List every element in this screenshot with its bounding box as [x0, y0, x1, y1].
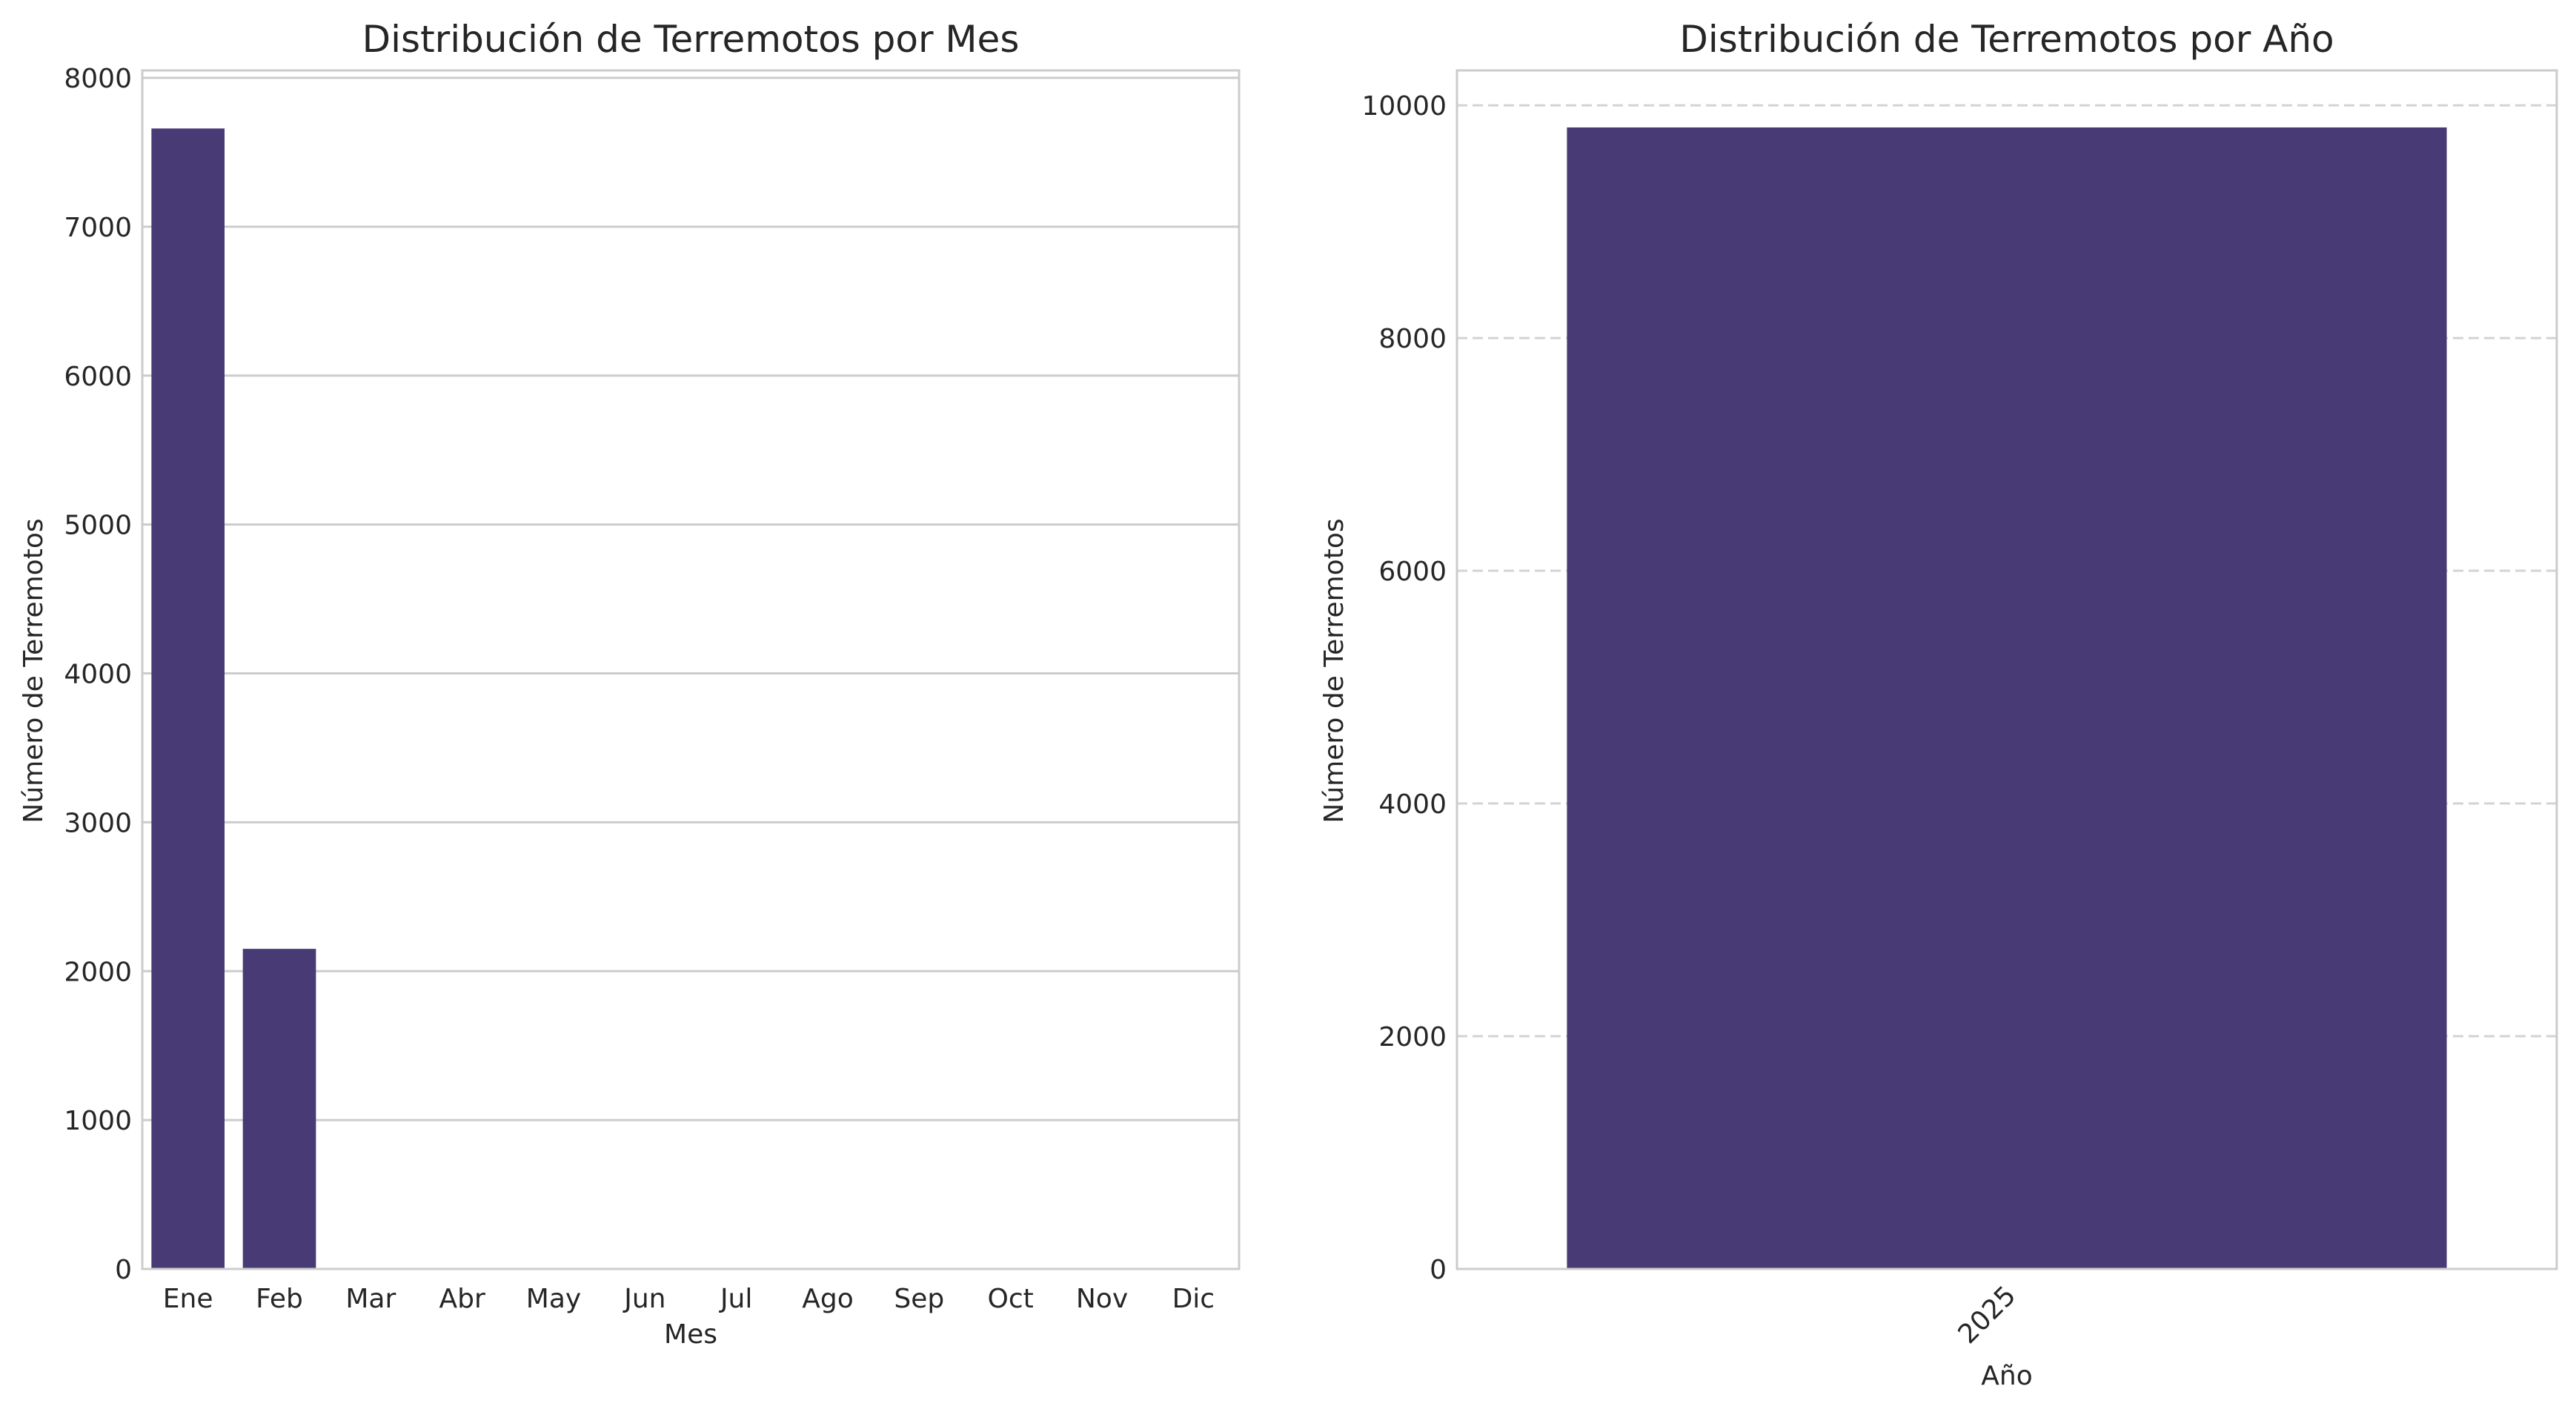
chart-months-x-tick-label: Jun — [623, 1284, 665, 1314]
chart-years-y-tick-label: 6000 — [1378, 557, 1447, 587]
chart-years-title: Distribución de Terremotos por Año — [1679, 18, 2334, 61]
chart-months-x-tick-label: Jul — [719, 1284, 752, 1314]
chart-years-x-label: Año — [1981, 1361, 2032, 1391]
chart-months-y-ticks: 0 1000 2000 3000 4000 5000 6000 7000 8000 — [64, 64, 132, 1285]
chart-months-x-tick-label: Ene — [163, 1284, 213, 1314]
chart-years-y-ticks: 0 2000 4000 6000 8000 10000 — [1361, 91, 1447, 1285]
chart-months: Distribución de Terremotos por Mes 0 1000… — [19, 18, 1241, 1350]
chart-months-plot-frame — [141, 69, 1241, 1270]
chart-years-y-tick-label: 2000 — [1378, 1022, 1447, 1053]
chart-months-x-label: Mes — [664, 1319, 717, 1350]
chart-years-y-tick-label: 8000 — [1378, 324, 1447, 354]
chart-years-x-ticks: 2025 — [1953, 1280, 2022, 1350]
chart-months-bars — [151, 128, 316, 1270]
chart-months-gridlines — [142, 76, 1239, 1121]
chart-months-x-tick-label: May — [526, 1284, 581, 1314]
chart-months-y-tick-label: 0 — [115, 1255, 132, 1285]
chart-years-bar — [1567, 127, 2447, 1269]
chart-months-y-tick-label: 1000 — [64, 1106, 132, 1136]
chart-years-plot-frame — [1455, 69, 2558, 1270]
chart-years-y-label: Número de Terremotos — [1319, 518, 1350, 823]
chart-years-y-tick-label: 10000 — [1361, 91, 1447, 122]
chart-months-x-tick-label: Oct — [988, 1284, 1034, 1314]
chart-months-y-label: Número de Terremotos — [19, 518, 49, 823]
chart-months-y-tick-label: 3000 — [64, 808, 132, 838]
chart-years-bars — [1567, 127, 2447, 1269]
chart-months-x-tick-label: Dic — [1172, 1284, 1215, 1314]
chart-months-x-tick-label: Sep — [894, 1284, 944, 1314]
chart-months-y-tick-label: 7000 — [64, 213, 132, 243]
chart-months-x-tick-label: Ago — [802, 1284, 854, 1314]
chart-months-x-tick-label: Nov — [1076, 1284, 1128, 1314]
chart-months-title: Distribución de Terremotos por Mes — [362, 18, 1020, 61]
chart-months-x-tick-label: Abr — [439, 1284, 485, 1314]
chart-months-bar — [242, 949, 316, 1269]
chart-months-y-tick-label: 4000 — [64, 660, 132, 690]
chart-months-y-tick-label: 6000 — [64, 362, 132, 392]
chart-months-x-tick-label: Mar — [345, 1284, 396, 1314]
chart-years-y-tick-label: 0 — [1430, 1255, 1447, 1285]
chart-months-x-ticks: Ene Feb Mar Abr May Jun Jul Ago Sep Oct Nov Dic — [163, 1284, 1215, 1314]
chart-months-y-tick-label: 2000 — [64, 957, 132, 987]
chart-years: Distribución de Terremotos por Año 0 2000… — [1319, 18, 2558, 1391]
chart-months-bar — [151, 128, 225, 1270]
chart-months-y-tick-label: 5000 — [64, 511, 132, 541]
chart-months-y-tick-label: 8000 — [64, 64, 132, 94]
chart-years-x-tick-label: 2025 — [1953, 1280, 2022, 1350]
chart-years-y-tick-label: 4000 — [1378, 789, 1447, 820]
chart-months-x-tick-label: Feb — [256, 1284, 303, 1314]
